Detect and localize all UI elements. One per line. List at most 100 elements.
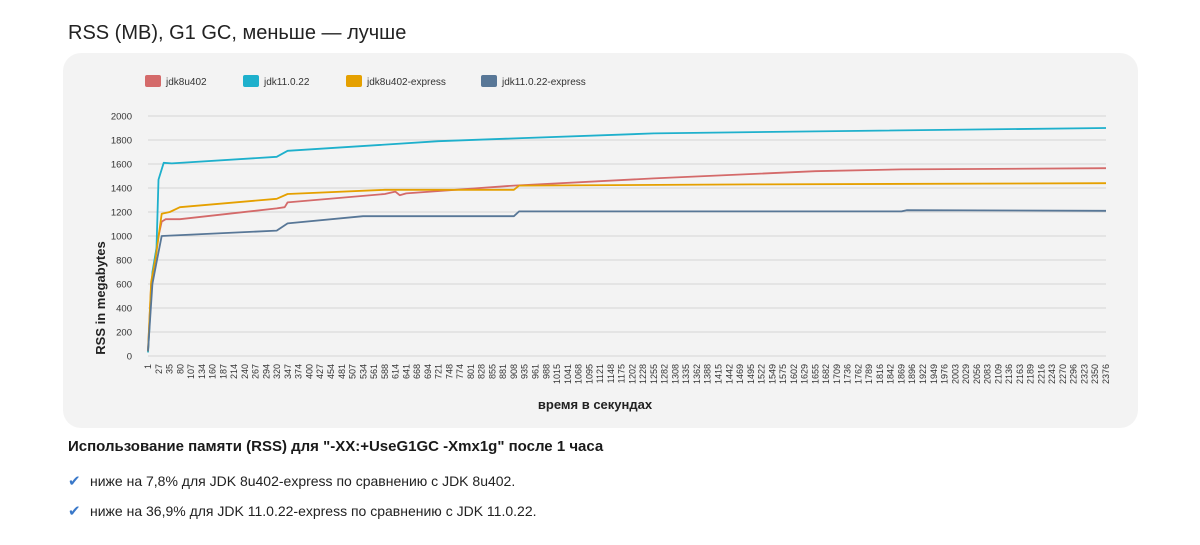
- x-tick-label: 107: [186, 364, 196, 379]
- x-tick-label: 1736: [843, 364, 853, 384]
- y-tick-label: 1600: [111, 160, 132, 171]
- legend-swatch: [243, 75, 259, 87]
- x-tick-label: 1469: [735, 364, 745, 384]
- legend-swatch: [145, 75, 161, 87]
- x-tick-label: 1789: [864, 364, 874, 384]
- x-tick-label: 1202: [627, 364, 637, 384]
- x-tick-label: 1335: [681, 364, 691, 384]
- x-tick-label: 988: [541, 364, 551, 379]
- x-tick-label: 454: [326, 364, 336, 379]
- x-tick-label: 2003: [950, 364, 960, 384]
- x-tick-label: 2323: [1079, 364, 1089, 384]
- x-tick-label: 320: [272, 364, 282, 379]
- summary-bullet-1: ✔ ниже на 7,8% для JDK 8u402-express по …: [68, 472, 515, 490]
- x-tick-label: 1068: [574, 364, 584, 384]
- legend-label: jdk11.0.22-express: [501, 77, 586, 88]
- legend: jdk8u402 jdk11.0.22 jdk8u402-express jdk11.…: [145, 75, 586, 88]
- legend-label: jdk8u402: [165, 77, 207, 88]
- x-tick-label: 1575: [778, 364, 788, 384]
- summary-bullet-text: ниже на 7,8% для JDK 8u402-express по ср…: [90, 473, 516, 489]
- series-line-jdk8u402-express: [147, 182, 1107, 352]
- x-tick-label: 961: [531, 364, 541, 379]
- x-tick-label: 1522: [757, 364, 767, 384]
- x-tick-label: 2376: [1101, 364, 1111, 384]
- x-tick-label: 1041: [563, 364, 573, 384]
- x-tick-label: 774: [455, 364, 465, 379]
- x-tick-label: 2083: [983, 364, 993, 384]
- summary-heading: Использование памяти (RSS) для "-XX:+Use…: [68, 438, 604, 455]
- x-tick-label: 801: [466, 364, 476, 379]
- x-tick-label: 1015: [552, 364, 562, 384]
- x-tick-label: 507: [348, 364, 358, 379]
- x-tick-label: 1121: [595, 364, 605, 383]
- y-tick-label: 200: [116, 328, 132, 339]
- y-tick-label: 2000: [111, 112, 132, 123]
- check-icon: ✔: [68, 473, 81, 490]
- grid: [148, 115, 1106, 357]
- x-tick-label: 748: [444, 364, 454, 379]
- legend-label: jdk11.0.22: [263, 77, 310, 88]
- x-tick-label: 1976: [940, 364, 950, 384]
- series-lines: [147, 127, 1107, 353]
- x-tick-label: 1148: [606, 364, 616, 383]
- x-tick-label: 1682: [821, 364, 831, 384]
- x-tick-label: 1629: [800, 364, 810, 384]
- check-icon: ✔: [68, 503, 81, 520]
- x-tick-label: 1549: [767, 364, 777, 384]
- y-tick-label: 400: [116, 304, 132, 315]
- x-tick-label: 668: [412, 364, 422, 379]
- x-tick-label: 1816: [875, 364, 885, 384]
- x-tick-label: 1709: [832, 364, 842, 384]
- x-tick-label: 534: [358, 364, 368, 379]
- x-tick-label: 1308: [670, 364, 680, 384]
- series-line-jdk11.0.22: [147, 127, 1107, 353]
- x-tick-label: 1869: [896, 364, 906, 384]
- x-tick-label: 2350: [1090, 364, 1100, 384]
- x-tick-label: 27: [154, 364, 164, 374]
- x-tick-label: 881: [498, 364, 508, 379]
- summary-bullet-2: ✔ ниже на 36,9% для JDK 11.0.22-express …: [68, 502, 537, 520]
- x-tick-label: 2243: [1047, 364, 1057, 384]
- x-tick-label: 855: [487, 364, 497, 379]
- x-tick-label: 1362: [692, 364, 702, 384]
- x-tick-label: 294: [261, 364, 271, 379]
- x-tick-label: 2216: [1036, 364, 1046, 384]
- x-axis-ticks: 1 27 35 80 107 134 160 187 214 240 267 294 320 347 374…: [143, 364, 1111, 384]
- chart-card: jdk8u402 jdk11.0.22 jdk8u402-express jdk11.…: [63, 53, 1138, 428]
- y-tick-label: 1200: [111, 208, 132, 219]
- legend-swatch: [481, 75, 497, 87]
- x-tick-label: 1: [143, 364, 153, 369]
- x-tick-label: 1922: [918, 364, 928, 384]
- y-axis-ticks: 0 200 400 600 800 1000 1200 1400 1600 1800 2000: [111, 112, 132, 363]
- x-tick-label: 908: [509, 364, 519, 379]
- x-tick-label: 481: [337, 364, 347, 379]
- x-tick-label: 1602: [789, 364, 799, 384]
- x-tick-label: 80: [175, 364, 185, 374]
- x-tick-label: 1175: [617, 364, 627, 383]
- x-tick-label: 2270: [1058, 364, 1068, 384]
- x-tick-label: 1896: [907, 364, 917, 384]
- x-tick-label: 240: [240, 364, 250, 379]
- x-tick-label: 35: [165, 364, 175, 374]
- y-tick-label: 1400: [111, 184, 132, 195]
- chart-title: RSS (MB), G1 GC, меньше — лучше: [68, 22, 407, 44]
- series-line-jdk11.0.22-express: [147, 209, 1107, 352]
- x-tick-label: 588: [380, 364, 390, 379]
- x-tick-label: 1095: [584, 364, 594, 384]
- x-tick-label: 1949: [929, 364, 939, 384]
- x-tick-label: 160: [208, 364, 218, 379]
- x-tick-label: 1228: [638, 364, 648, 384]
- x-tick-label: 374: [294, 364, 304, 379]
- x-tick-label: 1415: [713, 364, 723, 384]
- summary-bullet-text: ниже на 36,9% для JDK 11.0.22-express по…: [90, 503, 537, 519]
- x-tick-label: 347: [283, 364, 293, 379]
- x-tick-label: 1282: [660, 364, 670, 384]
- y-tick-label: 0: [127, 352, 132, 363]
- x-tick-label: 2163: [1015, 364, 1025, 384]
- x-tick-label: 187: [218, 364, 228, 379]
- x-tick-label: 721: [434, 364, 444, 379]
- x-tick-label: 2296: [1069, 364, 1079, 384]
- y-axis-label: RSS in megabytes: [93, 241, 108, 354]
- x-tick-label: 641: [401, 364, 411, 379]
- x-tick-label: 1495: [746, 364, 756, 384]
